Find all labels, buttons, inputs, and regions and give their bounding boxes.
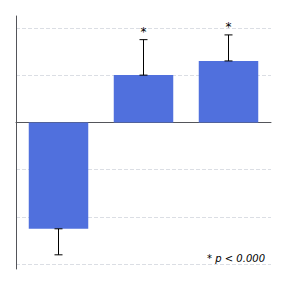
svg-text:* p < 0.000: * p < 0.000 (207, 253, 265, 264)
svg-text:*: * (141, 25, 147, 39)
svg-text:*: * (226, 20, 232, 34)
